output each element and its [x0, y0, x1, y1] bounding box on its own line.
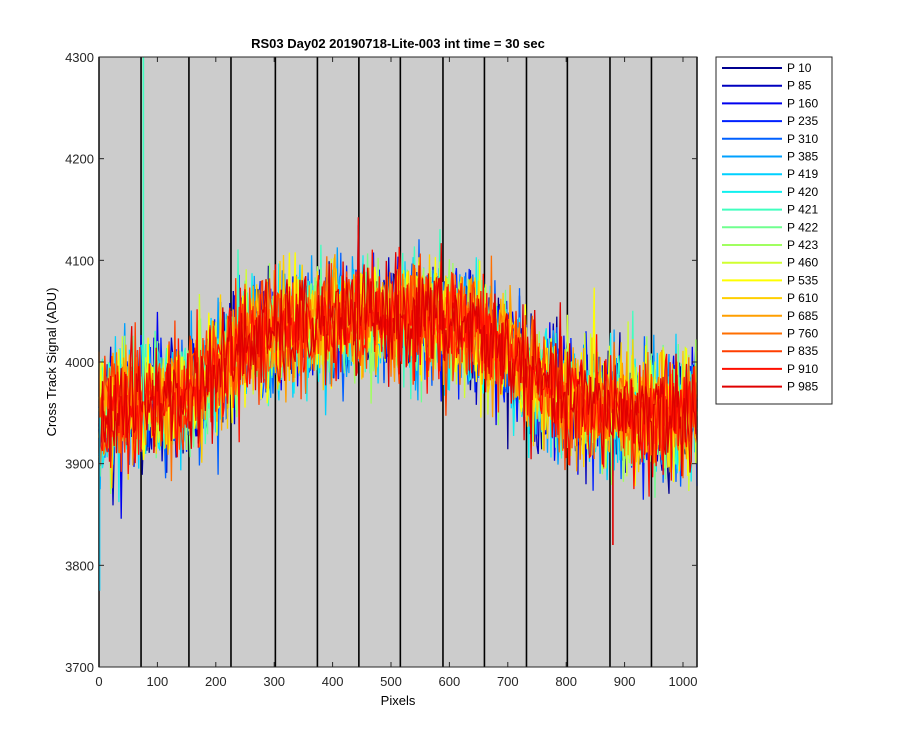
x-tick-label: 0: [95, 674, 102, 689]
x-tick-label: 400: [322, 674, 344, 689]
series-lines: [98, 57, 698, 591]
y-tick-label: 3700: [65, 660, 94, 675]
x-tick-label: 100: [147, 674, 169, 689]
x-tick-label: 200: [205, 674, 227, 689]
legend-label-p-460: P 460: [787, 256, 818, 270]
legend-box: [715, 56, 833, 405]
x-axis-label: Pixels: [381, 693, 416, 708]
legend-label-p-985: P 985: [787, 380, 818, 394]
y-tick-label: 3800: [65, 558, 94, 573]
legend-label-p-760: P 760: [787, 327, 818, 341]
y-tick-label: 3900: [65, 457, 94, 472]
legend: P 10 P 85 P 160 P 235 P 310 P 385 P 419 P 420 P …: [715, 56, 833, 405]
x-tick-label: 1000: [669, 674, 698, 689]
chart-title: RS03 Day02 20190718-Lite-003 int time = …: [251, 36, 545, 51]
legend-label-p-422: P 422: [787, 220, 818, 234]
legend-label-p-85: P 85: [787, 79, 812, 93]
legend-label-p-421: P 421: [787, 203, 818, 217]
x-axis: 0 100 200 300 400 500 600 700 800 900 1000: [95, 57, 697, 689]
legend-label-p-10: P 10: [787, 61, 812, 75]
y-tick-label: 4200: [65, 152, 94, 167]
series-line-p-985: [98, 217, 698, 478]
legend-label-p-835: P 835: [787, 344, 818, 358]
y-axis-label: Cross Track Signal (ADU): [44, 288, 59, 437]
x-tick-label: 600: [439, 674, 461, 689]
x-tick-label: 300: [263, 674, 285, 689]
legend-label-p-685: P 685: [787, 309, 818, 323]
x-tick-label: 500: [380, 674, 402, 689]
legend-label-p-385: P 385: [787, 150, 818, 164]
y-tick-label: 4300: [65, 50, 94, 65]
x-tick-label: 900: [614, 674, 636, 689]
x-tick-label: 800: [555, 674, 577, 689]
legend-label-p-423: P 423: [787, 238, 818, 252]
x-tick-label: 700: [497, 674, 519, 689]
legend-label-p-235: P 235: [787, 114, 818, 128]
y-tick-label: 4000: [65, 355, 94, 370]
legend-label-p-535: P 535: [787, 273, 818, 287]
y-tick-label: 4100: [65, 253, 94, 268]
legend-label-p-419: P 419: [787, 167, 818, 181]
legend-label-p-910: P 910: [787, 362, 818, 376]
legend-label-p-310: P 310: [787, 132, 818, 146]
legend-label-p-420: P 420: [787, 185, 818, 199]
y-axis: 3700 3800 3900 4000 4100 4200 4300: [65, 50, 697, 675]
legend-label-p-610: P 610: [787, 291, 818, 305]
legend-label-p-160: P 160: [787, 96, 818, 110]
